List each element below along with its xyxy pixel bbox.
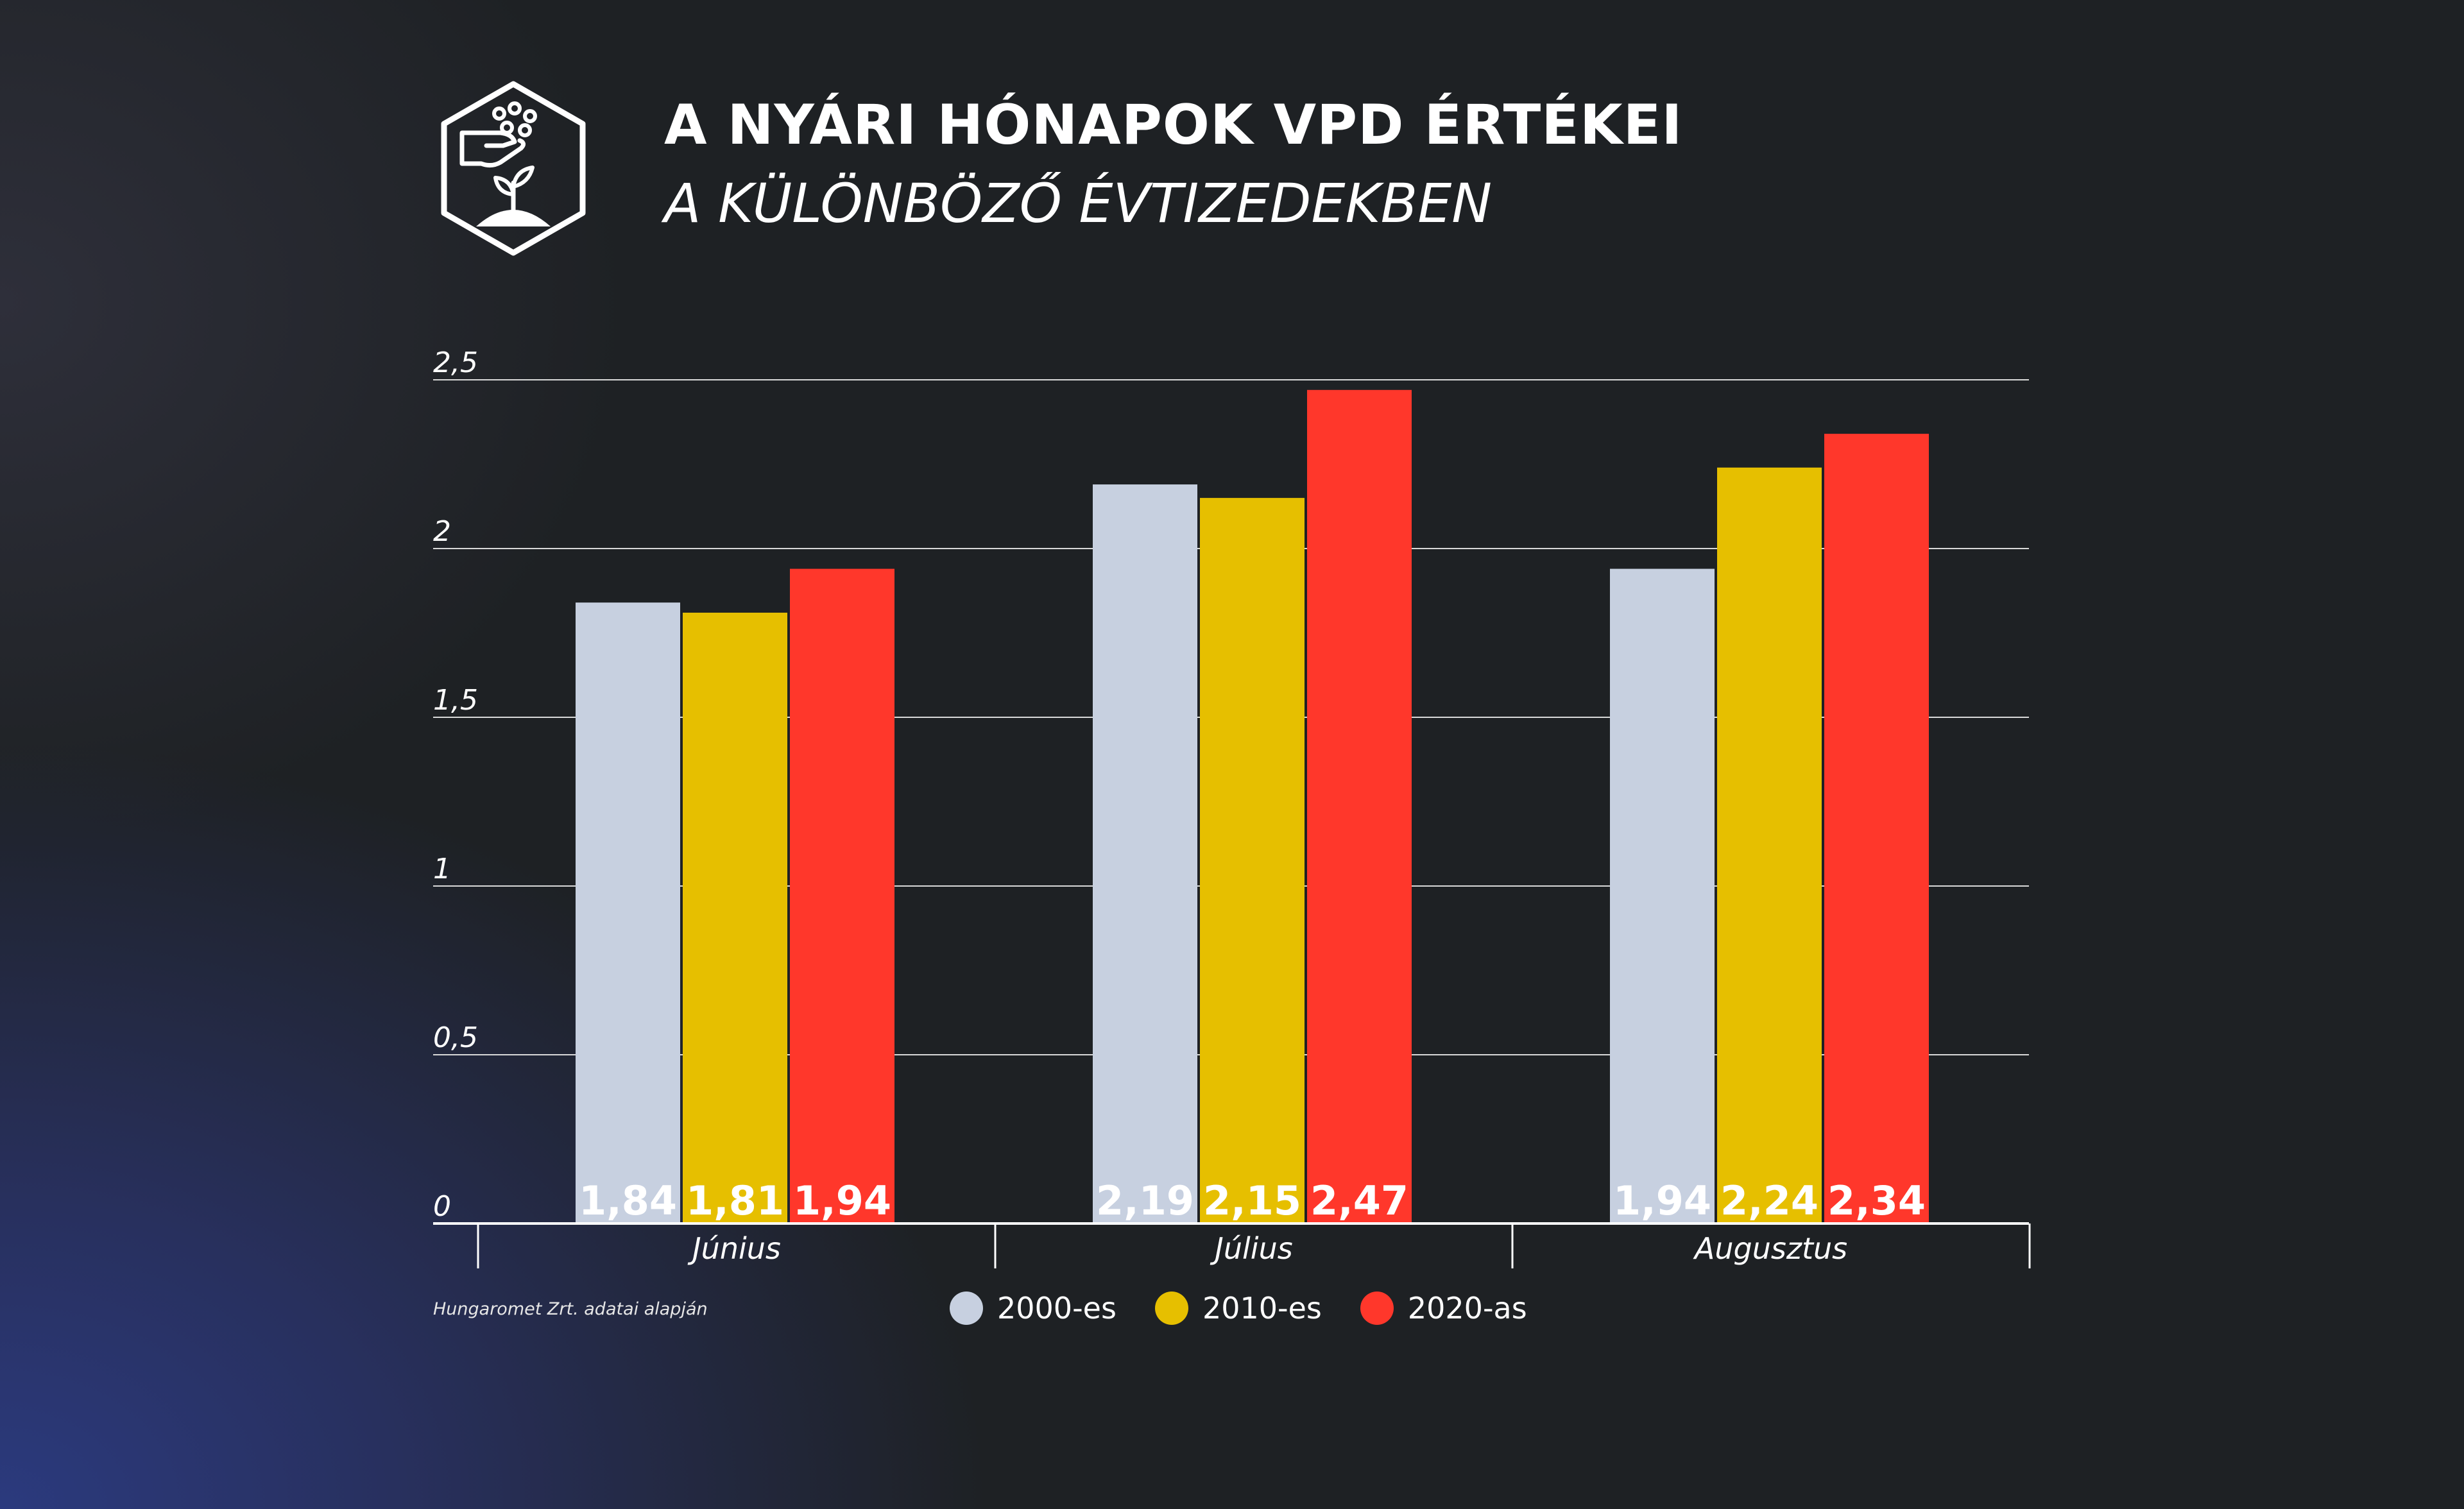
legend-label: 2020-as: [1407, 1291, 1527, 1326]
bar-value-label: 2,47: [1310, 1177, 1408, 1224]
y-tick-label: 0: [433, 1190, 451, 1223]
y-tick-label: 1,5: [433, 684, 478, 717]
bar-value-label: 1,81: [686, 1177, 784, 1224]
source-note: Hungaromet Zrt. adatai alapján: [433, 1299, 708, 1319]
bar: [1093, 484, 1197, 1223]
y-tick-label: 2: [433, 515, 451, 548]
y-tick-label: 0,5: [433, 1021, 478, 1054]
chart-legend: 2000-es 2010-es 2020-as: [950, 1291, 1527, 1326]
bar-value-label: 1,94: [793, 1177, 891, 1224]
bar: [576, 602, 680, 1223]
bar: [790, 568, 894, 1223]
bar: [1717, 467, 1822, 1223]
legend-swatch: [950, 1292, 983, 1325]
legend-item: 2020-as: [1360, 1291, 1527, 1326]
y-tick-label: 1: [433, 853, 451, 885]
legend-item: 2010-es: [1154, 1291, 1322, 1326]
bar: [683, 612, 787, 1223]
chart-bars: [576, 389, 1929, 1224]
bar-value-label: 2,15: [1203, 1177, 1301, 1224]
legend-swatch: [1154, 1292, 1188, 1325]
legend-label: 2000-es: [997, 1291, 1116, 1326]
bar-value-label: 2,24: [1720, 1177, 1818, 1224]
bar: [1307, 389, 1412, 1223]
bar-value-label: 1,84: [579, 1177, 677, 1224]
chart-title: A NYÁRI HÓNAPOK VPD ÉRTÉKEI: [664, 93, 1683, 157]
bar: [1200, 498, 1305, 1223]
bar-value-labels: 1,84 1,81 1,94 2,19 2,15 2,47 1,94 2,24 2,34: [579, 1177, 1926, 1224]
x-category-label: Július: [1210, 1231, 1292, 1266]
legend-label: 2010-es: [1202, 1291, 1322, 1326]
x-axis: [433, 1222, 2031, 1268]
x-category-label: Augusztus: [1693, 1231, 1847, 1266]
x-axis-category-labels: Június Július Augusztus: [687, 1231, 1847, 1266]
legend-swatch: [1360, 1292, 1394, 1325]
plant-hand-logo-icon: [441, 81, 586, 256]
bar-value-label: 2,34: [1827, 1177, 1926, 1224]
chart-subtitle: A KÜLÖNBÖZŐ ÉVTIZEDEKBEN: [664, 172, 1493, 235]
x-category-label: Június: [687, 1231, 781, 1266]
bar: [1610, 568, 1715, 1223]
bar-value-label: 2,19: [1096, 1177, 1194, 1224]
y-tick-label: 2,5: [433, 346, 478, 379]
bar-value-label: 1,94: [1613, 1177, 1711, 1224]
y-axis-tick-labels: 0 0,5 1 1,5 2 2,5: [433, 346, 478, 1223]
legend-item: 2000-es: [950, 1291, 1116, 1326]
bar: [1824, 434, 1929, 1224]
